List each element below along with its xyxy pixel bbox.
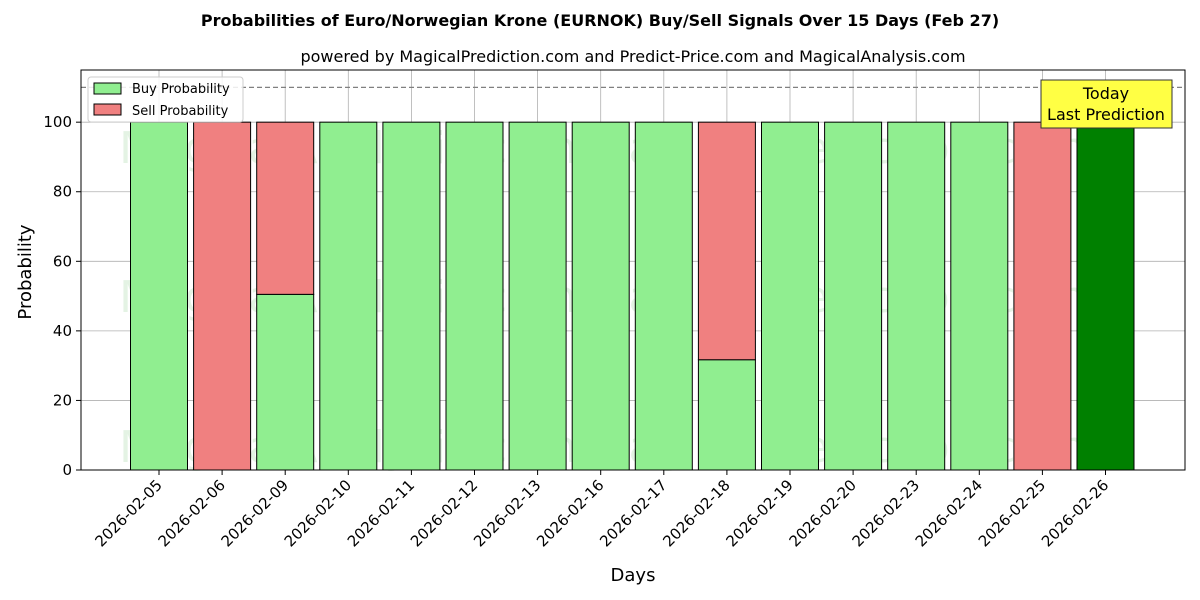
annotation-box — [1040, 79, 1173, 129]
buy-bar — [950, 121, 1009, 471]
buy-bar — [319, 121, 378, 471]
sell-bar — [256, 121, 315, 295]
buy-bar — [761, 121, 819, 471]
x-axis-label: Days — [611, 565, 656, 586]
x-tick-label: 2026-02-10 — [281, 476, 355, 550]
x-tick-label: 2026-02-06 — [155, 476, 229, 550]
legend-sell-label: Sell Probability — [132, 104, 229, 119]
y-tick-label: 40 — [53, 322, 72, 340]
annotation-line-2: Last Prediction — [1047, 105, 1165, 124]
bars — [130, 121, 1135, 471]
x-tick-label: 2026-02-19 — [722, 476, 796, 550]
x-tick-label: 2026-02-18 — [659, 476, 733, 550]
buy-bar — [130, 121, 188, 471]
y-tick-label: 60 — [53, 252, 72, 270]
sell-bar — [697, 121, 756, 361]
x-tick-label: 2026-02-17 — [596, 476, 670, 550]
annotation-line-1: Today — [1082, 84, 1129, 103]
x-tick-label: 2026-02-16 — [533, 476, 607, 550]
buy-bar — [508, 121, 567, 471]
x-tick-label: 2026-02-23 — [849, 476, 923, 550]
legend-box — [87, 76, 244, 123]
chart-subtitle: powered by MagicalPrediction.com and Pre… — [300, 47, 965, 66]
x-tick-label: 2026-02-12 — [407, 476, 481, 550]
buy-bar — [382, 121, 441, 471]
buy-bar — [697, 359, 756, 471]
buy-bar — [571, 121, 630, 471]
buy-bar — [445, 121, 504, 471]
y-tick-label: 80 — [53, 183, 72, 201]
y-tick-label: 0 — [62, 461, 72, 479]
buy-bar — [887, 121, 946, 471]
x-tick-label: 2026-02-20 — [786, 476, 860, 550]
x-tick-label: 2026-02-05 — [91, 476, 165, 550]
legend-buy-label: Buy Probability — [132, 82, 230, 97]
x-tick-label: 2026-02-09 — [218, 476, 292, 550]
buy-bar — [256, 293, 315, 471]
buy-bar — [634, 121, 693, 471]
x-tick-label: 2026-02-25 — [975, 476, 1049, 550]
y-axis-label: Probability — [15, 224, 36, 319]
y-axis-ticks: 0 20 40 60 80 100 — [43, 113, 81, 479]
sell-bar — [1013, 121, 1072, 471]
x-tick-label: 2026-02-11 — [344, 476, 418, 550]
x-axis-ticks: 2026-02-052026-02-062026-02-092026-02-10… — [91, 470, 1112, 550]
x-tick-label: 2026-02-26 — [1038, 476, 1112, 550]
legend: Buy Probability Sell Probability — [87, 76, 244, 123]
x-tick-label: 2026-02-24 — [912, 476, 986, 550]
buy-bar — [824, 121, 883, 471]
legend-buy-swatch — [93, 82, 122, 95]
chart-title: Probabilities of Euro/Norwegian Krone (E… — [201, 11, 999, 30]
annotation: Today Last Prediction — [1040, 79, 1173, 129]
x-tick-label: 2026-02-13 — [470, 476, 544, 550]
y-tick-label: 100 — [43, 113, 72, 131]
plot-frame — [80, 69, 1186, 471]
sell-bar — [193, 121, 252, 471]
legend-sell-swatch — [93, 103, 122, 116]
y-tick-label: 20 — [53, 391, 72, 409]
buy-bar — [1076, 121, 1135, 471]
